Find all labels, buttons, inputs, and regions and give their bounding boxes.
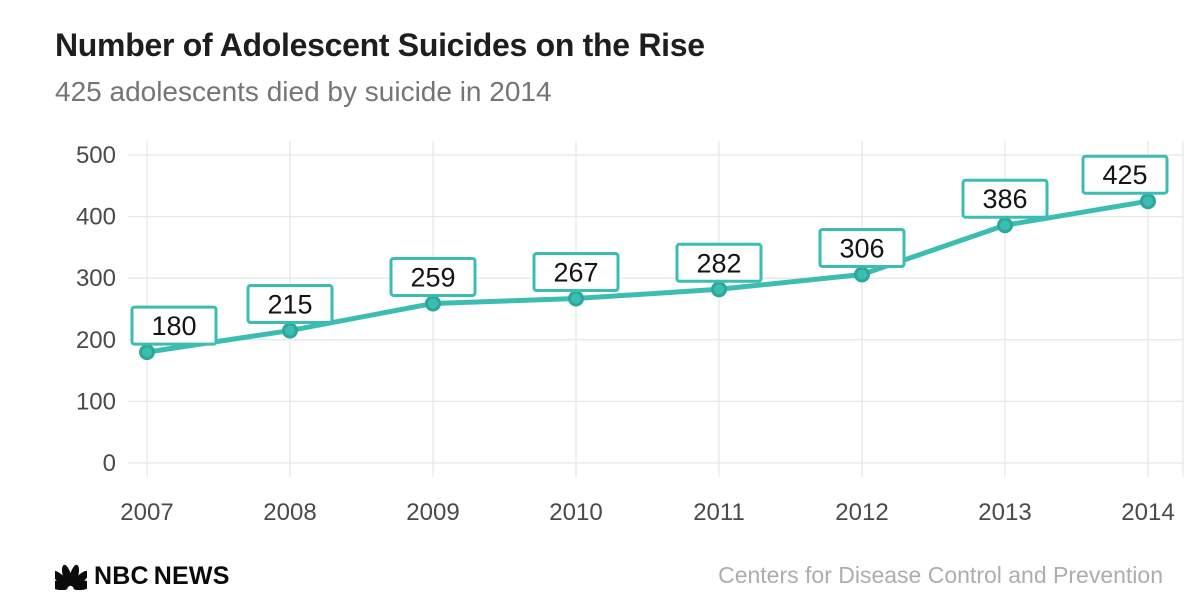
data-line [144, 198, 1151, 355]
x-tick-label: 2009 [406, 499, 459, 526]
value-label-box [1081, 154, 1169, 195]
y-tick-label: 400 [76, 204, 116, 231]
data-point [139, 344, 155, 361]
data-point [425, 295, 441, 312]
chart-footer: NBC NEWS Centers for Disease Control and… [0, 559, 1197, 593]
x-tick-label: 2008 [263, 499, 316, 526]
data-point [854, 266, 870, 283]
value-label-box [246, 284, 334, 325]
value-label: 267 [553, 258, 598, 288]
source-attribution: Centers for Disease Control and Preventi… [718, 562, 1163, 588]
x-tick-label: 2014 [1121, 499, 1174, 526]
chart-subtitle: 425 adolescents died by suicide in 2014 [55, 76, 552, 107]
value-label-box [818, 228, 906, 269]
brand-news-text: NEWS [153, 562, 230, 590]
x-tick-label: 2012 [835, 499, 888, 526]
data-point [711, 281, 727, 298]
x-tick-label: 2013 [978, 499, 1031, 526]
chart-header: Number of Adolescent Suicides on the Ris… [55, 26, 705, 108]
value-label-box [961, 178, 1049, 219]
value-label: 259 [410, 262, 455, 292]
value-label: 386 [982, 184, 1027, 214]
x-tick-label: 2011 [693, 499, 745, 526]
data-point [1140, 193, 1156, 210]
data-point [282, 322, 298, 339]
y-tick-label: 100 [76, 388, 116, 415]
nbc-news-wordmark: NBC NEWS [94, 562, 230, 591]
value-label-box [675, 242, 763, 283]
chart-title: Number of Adolescent Suicides on the Ris… [55, 27, 705, 63]
value-label-box [389, 256, 477, 297]
y-tick-label: 500 [76, 142, 116, 169]
nbc-news-logo: NBC NEWS [55, 562, 230, 591]
data-point [997, 217, 1013, 234]
data-point [568, 290, 584, 307]
value-label: 306 [839, 234, 884, 264]
nbc-peacock-icon [55, 564, 87, 590]
value-label: 180 [151, 311, 196, 341]
y-tick-label: 200 [76, 327, 116, 354]
y-tick-label: 300 [76, 265, 116, 292]
x-tick-label: 2010 [549, 499, 602, 526]
value-label-box [532, 252, 620, 293]
value-label: 215 [267, 290, 312, 320]
x-tick-label: 2007 [120, 499, 173, 526]
value-label: 425 [1102, 160, 1147, 190]
y-tick-label: 0 [103, 450, 116, 477]
value-label: 282 [696, 248, 741, 278]
value-label-box [130, 305, 218, 346]
brand-nbc-text: NBC [94, 562, 149, 590]
